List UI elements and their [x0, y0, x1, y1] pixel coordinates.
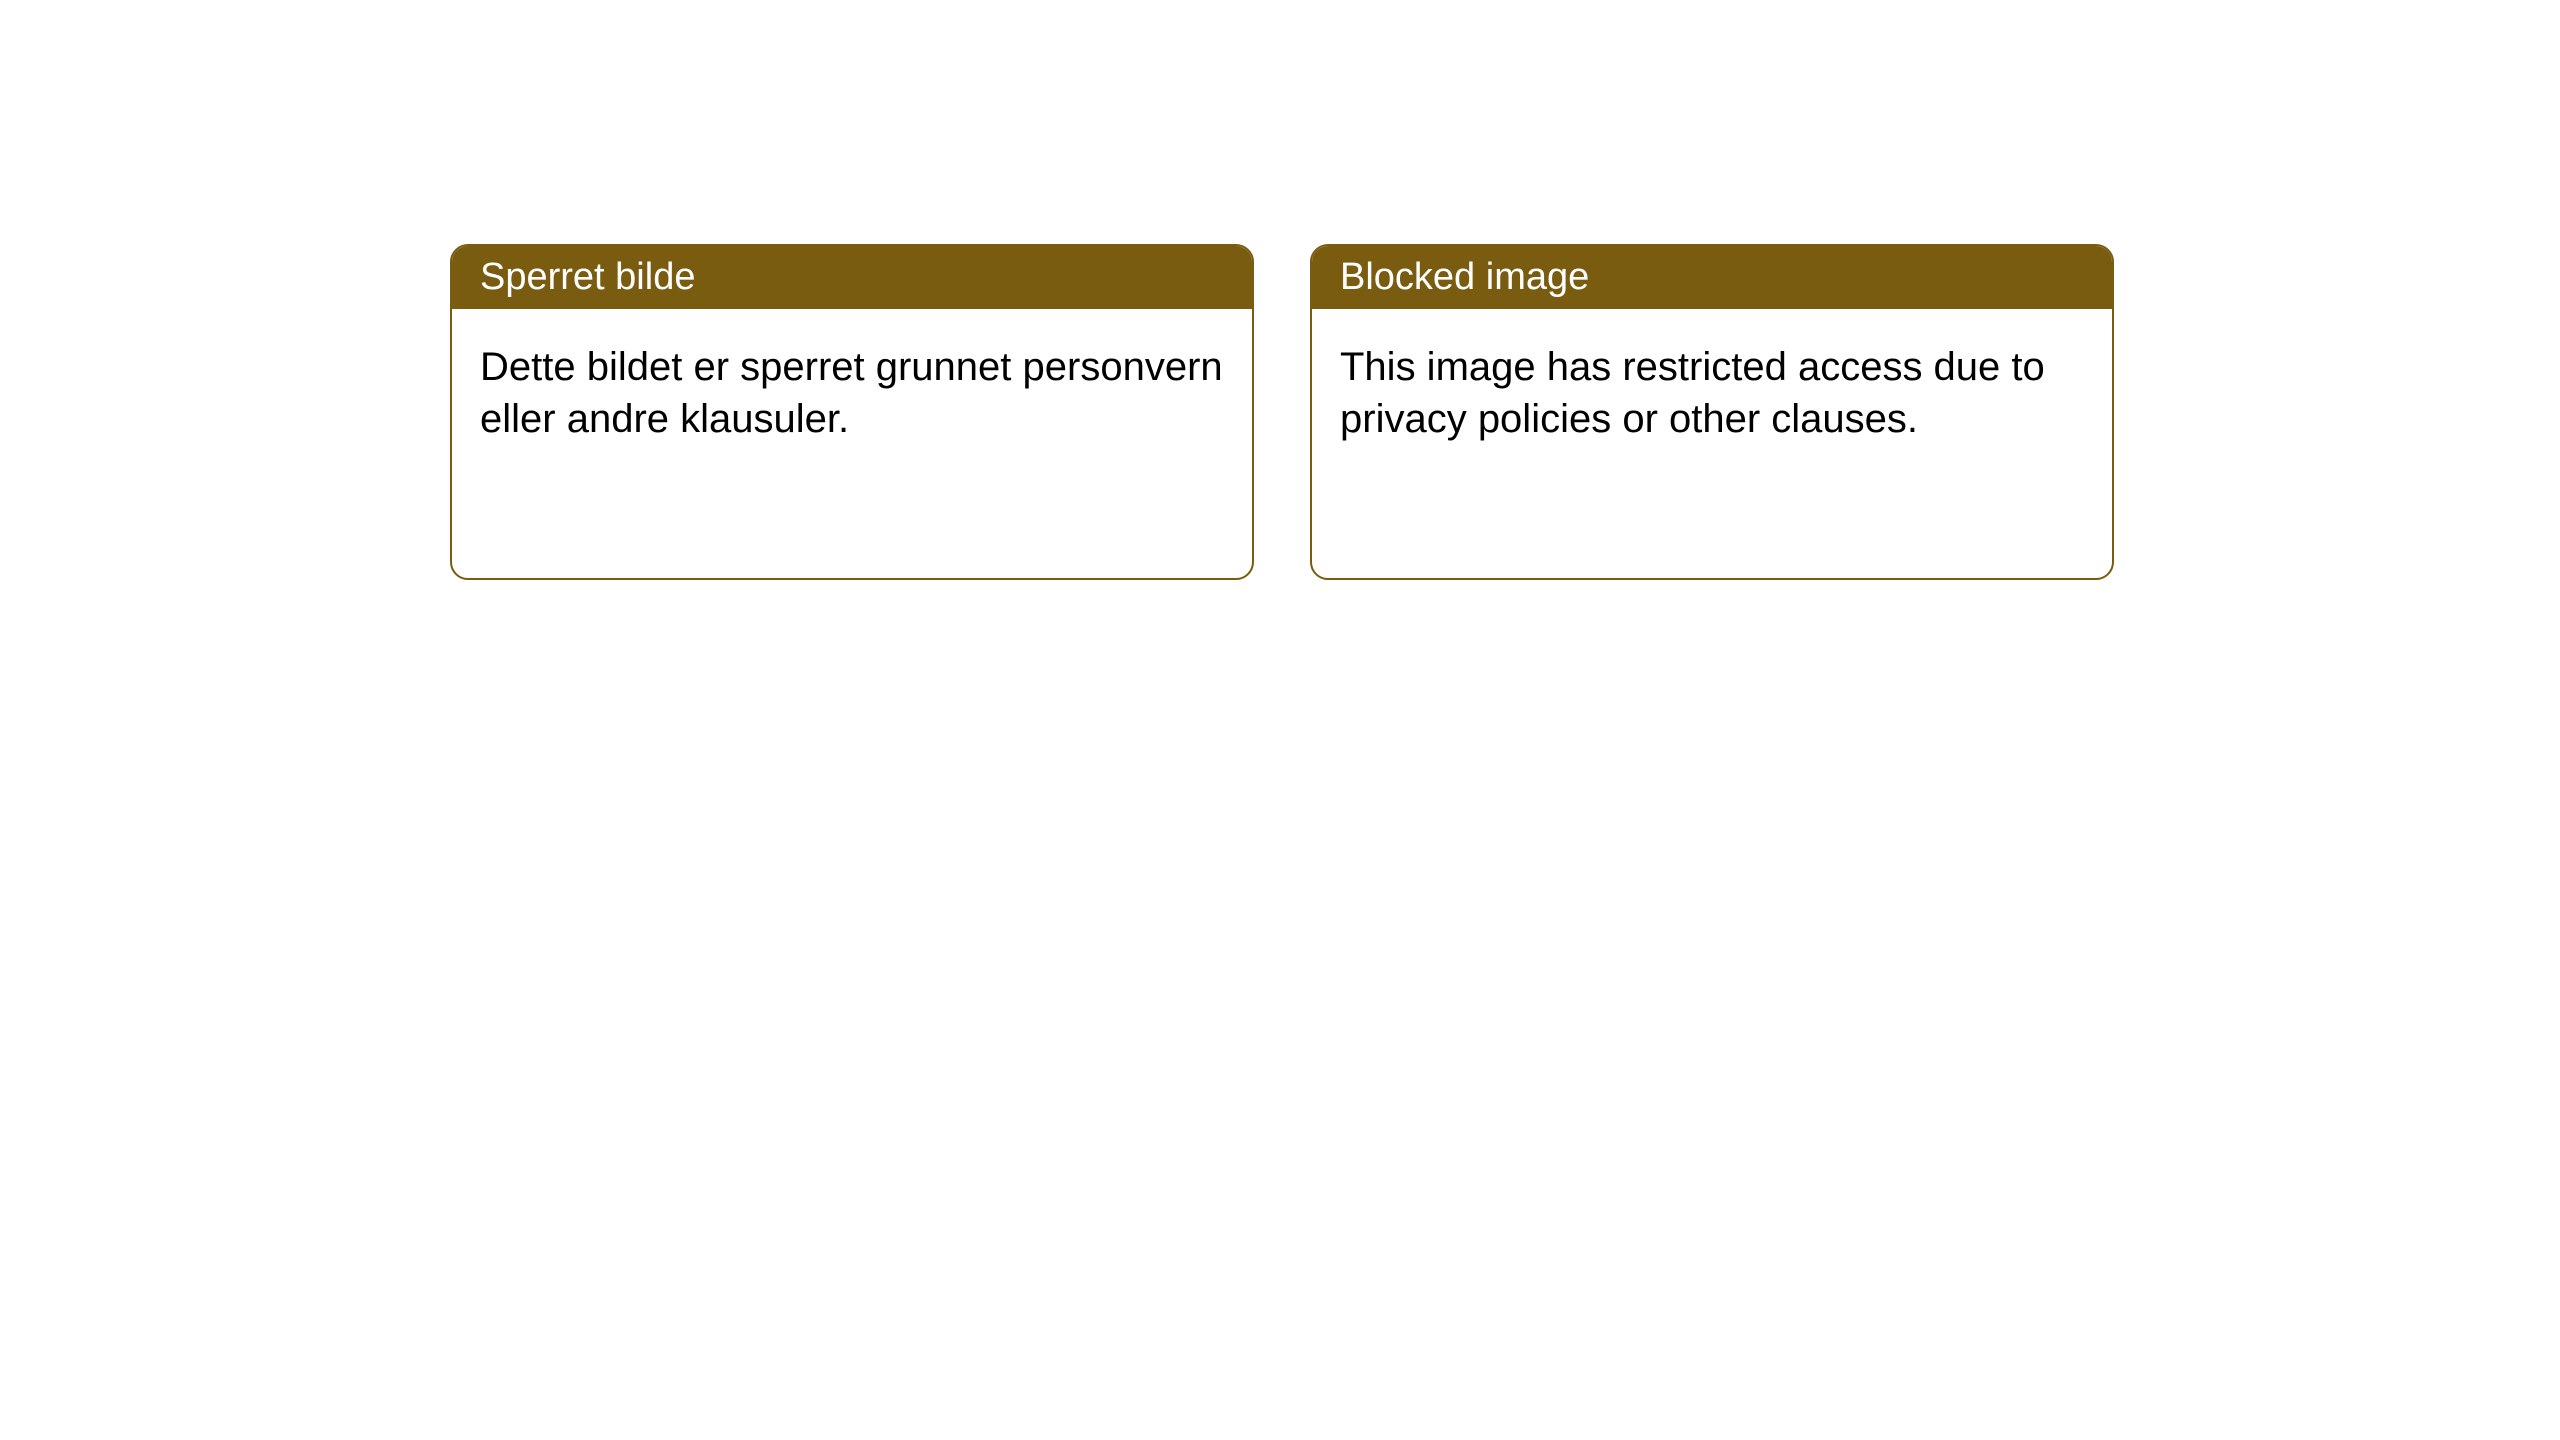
notice-card-norwegian: Sperret bilde Dette bildet er sperret gr…: [450, 244, 1254, 580]
notice-container: Sperret bilde Dette bildet er sperret gr…: [0, 0, 2560, 580]
card-header: Sperret bilde: [452, 246, 1252, 309]
notice-card-english: Blocked image This image has restricted …: [1310, 244, 2114, 580]
card-title: Sperret bilde: [480, 256, 695, 298]
card-header: Blocked image: [1312, 246, 2112, 309]
card-body: Dette bildet er sperret grunnet personve…: [452, 309, 1252, 477]
card-body-text: Dette bildet er sperret grunnet personve…: [480, 345, 1223, 441]
card-body: This image has restricted access due to …: [1312, 309, 2112, 477]
card-body-text: This image has restricted access due to …: [1340, 345, 2045, 441]
card-title: Blocked image: [1340, 256, 1589, 298]
